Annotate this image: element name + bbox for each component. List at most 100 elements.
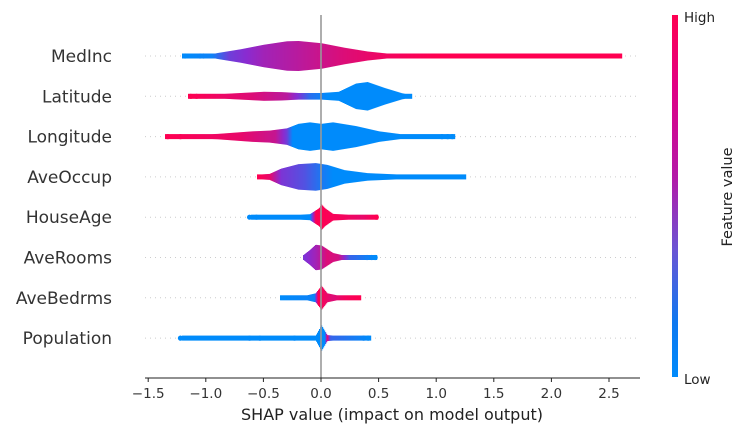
violin-slice — [312, 247, 314, 268]
violin-slice — [175, 134, 177, 140]
violin-slice — [583, 53, 585, 59]
violin-slice — [257, 46, 259, 66]
violin-slice — [437, 53, 439, 59]
violin-slice — [322, 327, 324, 350]
violin-slice — [396, 53, 398, 59]
violin-slice — [360, 127, 362, 147]
violin-slice — [332, 166, 334, 188]
violin-slice — [350, 295, 352, 301]
violin-slice — [296, 295, 298, 301]
violin-slice — [314, 163, 316, 191]
x-axis-title: SHAP value (impact on model output) — [241, 405, 543, 424]
violin-slice — [409, 134, 411, 140]
violin-slice — [323, 123, 325, 150]
violin-slice — [329, 122, 331, 151]
violin-slice — [244, 335, 246, 341]
violin-slice — [426, 53, 428, 59]
violin-slice — [355, 295, 357, 301]
violin-slice — [282, 128, 284, 145]
violin-slice — [215, 133, 217, 140]
violin-slice — [327, 293, 329, 303]
violin-slice — [309, 122, 311, 151]
violin-slice — [346, 335, 348, 341]
violin-slice — [324, 92, 326, 100]
violin-slice — [465, 174, 467, 180]
violin-slice — [574, 53, 576, 59]
violin-slice — [405, 174, 407, 180]
violin-slice — [349, 255, 351, 260]
violin-slice — [266, 214, 268, 220]
violin-slice — [429, 174, 431, 180]
violin-slice — [433, 53, 435, 59]
violin-slice — [311, 93, 313, 100]
violin-slice — [272, 172, 274, 182]
violin-slice — [299, 214, 301, 220]
violin-slice — [217, 335, 219, 341]
violin-slice — [616, 53, 618, 59]
violin-slice — [328, 335, 330, 341]
violin-slice — [301, 214, 303, 220]
outlier-point — [193, 93, 200, 99]
violin-slice — [281, 168, 283, 186]
violin-slice — [570, 53, 572, 59]
colorbar-gradient — [672, 15, 678, 377]
violin-slice — [444, 53, 446, 59]
violin-slice — [424, 134, 426, 140]
violin-slice — [360, 255, 362, 260]
violin-slice — [461, 53, 463, 59]
violin-slice — [286, 92, 288, 101]
violin-slice — [384, 53, 386, 59]
violin-slice — [254, 46, 256, 66]
violin-slice — [186, 335, 188, 341]
violin-slice — [431, 174, 433, 180]
violin-slice — [304, 214, 306, 220]
violin-slice — [200, 93, 202, 99]
violin-slice — [236, 93, 238, 100]
violin-slice — [323, 164, 325, 190]
violin-slice — [465, 53, 467, 59]
violin-slice — [355, 49, 357, 63]
violin-slice — [293, 125, 295, 148]
violin-slice — [354, 295, 356, 301]
violin-slice — [264, 130, 266, 143]
violin-slice — [285, 41, 287, 71]
violin-slice — [325, 248, 327, 267]
violin-slice — [389, 89, 391, 104]
violin-slice — [370, 83, 372, 110]
violin-slice — [509, 53, 511, 59]
violin-slice — [351, 295, 353, 301]
violin-slice — [332, 335, 334, 341]
violin-slice — [270, 130, 272, 143]
outlier-point — [182, 53, 188, 59]
violin-slice — [340, 46, 342, 66]
violin-slice — [351, 85, 353, 107]
outlier-point — [445, 134, 451, 140]
violin-slice — [281, 42, 283, 70]
violin-slice — [191, 134, 193, 140]
violin-slice — [430, 53, 432, 59]
violin-slice — [447, 174, 449, 180]
violin-slice — [273, 214, 275, 220]
violin-slice — [332, 213, 334, 221]
violin-slice — [485, 53, 487, 59]
violin-slice — [243, 335, 245, 341]
violin-slice — [407, 174, 409, 180]
violin-slice — [307, 41, 309, 71]
violin-slice — [203, 93, 205, 99]
violin-slice — [294, 214, 296, 220]
violin-slice — [434, 174, 436, 180]
violin-slice — [292, 214, 294, 220]
violin-slice — [452, 53, 454, 59]
violin-slice — [349, 170, 351, 184]
violin-slice — [336, 214, 338, 221]
violin-slice — [230, 93, 232, 100]
violin-slice — [241, 49, 243, 63]
violin-slice — [328, 44, 330, 68]
violin-slice — [435, 174, 437, 180]
violin-slice — [346, 295, 348, 301]
x-tick-label: −1.0 — [189, 386, 222, 402]
violin-slice — [349, 295, 351, 301]
violin-slice — [406, 134, 408, 140]
violin-slice — [280, 168, 282, 185]
